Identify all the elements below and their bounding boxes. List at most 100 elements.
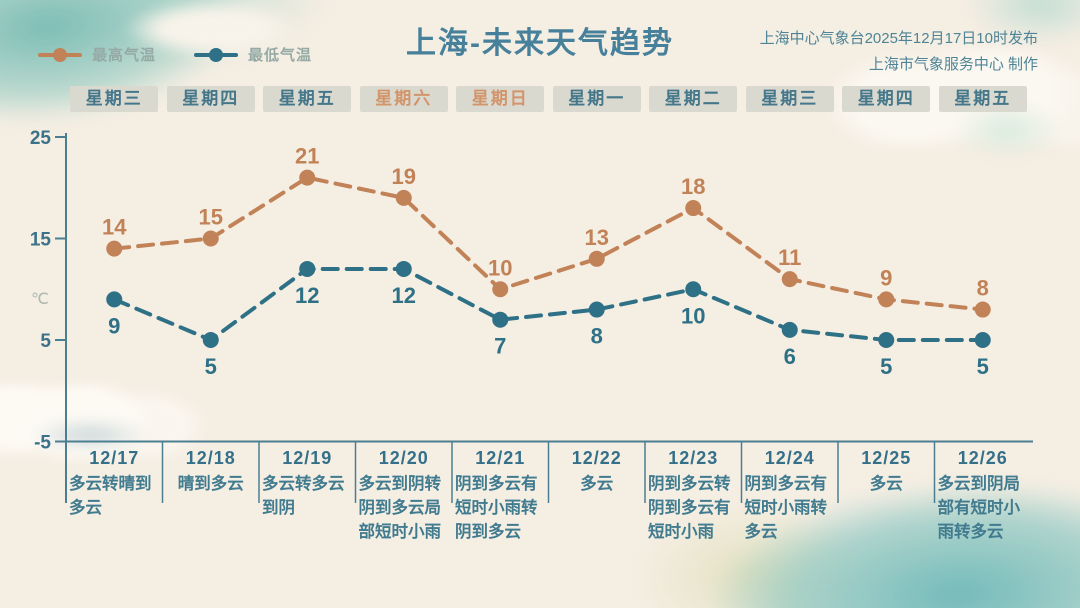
legend-item-low-temp: 最低气温 [194, 44, 312, 65]
forecast-condition: 多云转多云到阴 [262, 475, 345, 517]
low-temp-value-label: 9 [108, 313, 120, 338]
forecast-date: 12/25 [861, 448, 912, 468]
low-temp-value-label: 7 [494, 334, 506, 359]
source-attribution: 上海中心气象台2025年12月17日10时发布 上海市气象服务中心 制作 [760, 26, 1038, 77]
forecast-date: 12/22 [571, 448, 622, 468]
low-temp-value-label: 5 [880, 354, 892, 379]
forecast-cell: 12/26 多云到阴局部有短时小雨转多云 [935, 444, 1032, 545]
forecast-cell: 12/20 多云到阴转阴到多云局部短时小雨 [356, 444, 453, 545]
weekday-label: 星期一 [549, 86, 646, 112]
forecast-date: 12/18 [185, 448, 236, 468]
forecast-cell: 12/21 阴到多云有短时小雨转阴到多云 [452, 444, 549, 545]
high-temp-point [974, 301, 991, 318]
chart-legend: 最高气温 最低气温 [38, 44, 312, 65]
low-temp-point [878, 332, 895, 348]
forecast-date: 12/24 [764, 448, 815, 468]
weekday-header-row: 星期三 星期四 星期五 星期六 星期日 星期一 星期二 星期三 星期四 星期五 [66, 86, 1031, 112]
high-temp-point [395, 189, 412, 206]
forecast-condition: 阴到多云有短时小雨转阴到多云 [455, 475, 538, 541]
low-temp-value-label: 12 [392, 283, 416, 308]
high-temp-value-label: 8 [977, 276, 989, 301]
high-temp-value-label: 18 [681, 174, 705, 199]
forecast-cell: 12/19 多云转多云到阴 [259, 444, 356, 545]
forecast-date: 12/17 [89, 448, 140, 468]
forecast-condition: 多云到阴局部有短时小雨转多云 [937, 475, 1021, 541]
forecast-date: 12/21 [475, 448, 526, 468]
forecast-date: 12/20 [378, 448, 429, 468]
high-temp-line-icon [38, 47, 82, 62]
forecast-table: 12/17 多云转晴到多云 12/18 晴到多云 12/19 多云转多云到阴 12/20 多云… [66, 444, 1031, 545]
weekday-label: 星期四 [163, 86, 260, 112]
legend-label: 最高气温 [92, 47, 157, 64]
high-temp-point [588, 250, 605, 267]
forecast-condition: 阴到多云转阴到多云有短时小雨 [648, 475, 731, 541]
high-temp-point [492, 281, 509, 298]
high-temp-value-label: 15 [199, 205, 223, 230]
weekday-label: 星期三 [66, 86, 163, 112]
high-temp-value-label: 13 [585, 225, 609, 250]
weekday-label: 星期五 [935, 86, 1032, 112]
weekday-label: 星期二 [645, 86, 742, 112]
y-tick-label: -5 [34, 433, 51, 454]
forecast-condition: 多云转晴到多云 [69, 475, 152, 517]
low-temp-point [106, 291, 123, 308]
weekday-label: 星期四 [838, 86, 935, 112]
low-temp-point [492, 311, 509, 328]
high-temp-point [878, 291, 895, 308]
weekday-label: 星期六 [356, 86, 453, 112]
y-tick-label: 5 [40, 331, 51, 352]
low-temp-point [395, 260, 412, 277]
high-temp-value-label: 19 [392, 164, 416, 189]
high-temp-point [299, 169, 316, 186]
weekday-label: 星期五 [259, 86, 356, 112]
high-temp-value-label: 11 [778, 245, 801, 270]
high-temp-point [106, 240, 123, 257]
high-temp-point [202, 230, 219, 247]
low-temp-value-label: 8 [591, 324, 603, 349]
high-temp-value-label: 14 [102, 215, 127, 240]
high-temp-line [112, 175, 985, 312]
forecast-date: 12/19 [282, 448, 333, 468]
y-tick-label: 25 [30, 128, 52, 149]
weekday-label: 星期日 [452, 86, 549, 112]
y-tick-label: 15 [30, 230, 52, 251]
high-temp-value-label: 21 [295, 144, 319, 169]
forecast-cell: 12/17 多云转晴到多云 [66, 444, 163, 545]
y-axis-unit-label: ℃ [31, 291, 49, 308]
forecast-condition: 阴到多云有短时小雨转多云 [744, 475, 828, 541]
forecast-date: 12/26 [957, 448, 1008, 468]
forecast-condition: 晴到多云 [177, 475, 244, 493]
legend-item-high-temp: 最高气温 [38, 44, 156, 65]
page-title: 上海-未来天气趋势 [406, 27, 674, 60]
low-temp-line-icon [194, 47, 239, 62]
high-temp-point [685, 200, 702, 217]
forecast-cell: 12/24 阴到多云有短时小雨转多云 [742, 444, 839, 545]
forecast-condition: 多云 [869, 475, 903, 493]
low-temp-point [202, 332, 219, 348]
forecast-cell: 12/23 阴到多云转阴到多云有短时小雨 [645, 444, 742, 545]
producer-text: 上海市气象服务中心 制作 [868, 55, 1038, 73]
low-temp-value-label: 5 [977, 354, 989, 379]
forecast-condition: 多云 [580, 475, 614, 493]
low-temp-point [974, 332, 991, 348]
low-temp-value-label: 12 [295, 283, 319, 308]
low-temp-point [588, 301, 605, 318]
forecast-date: 12/23 [668, 448, 719, 468]
low-temp-point [685, 281, 702, 298]
forecast-cell: 12/25 多云 [838, 444, 935, 545]
forecast-cell: 12/22 多云 [549, 444, 646, 545]
low-temp-value-label: 10 [681, 303, 705, 328]
low-temp-point [299, 260, 316, 277]
high-temp-value-label: 9 [880, 265, 892, 290]
low-temp-value-label: 5 [205, 354, 217, 379]
issue-time-text: 上海中心气象台2025年12月17日10时发布 [759, 30, 1038, 47]
legend-label: 最低气温 [248, 47, 313, 64]
high-temp-value-label: 10 [488, 255, 512, 280]
low-temp-value-label: 6 [784, 344, 796, 369]
weekday-label: 星期三 [742, 86, 839, 112]
low-temp-point [781, 321, 798, 338]
forecast-cell: 12/18 晴到多云 [163, 444, 260, 545]
high-temp-point [781, 271, 798, 288]
forecast-condition: 多云到阴转阴到多云局部短时小雨 [358, 475, 442, 541]
